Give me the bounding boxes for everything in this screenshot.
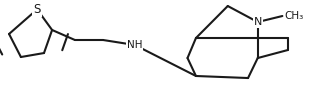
Text: N: N <box>254 17 262 27</box>
Text: CH₃: CH₃ <box>284 11 303 21</box>
Text: NH: NH <box>127 40 143 50</box>
Text: S: S <box>33 3 41 16</box>
